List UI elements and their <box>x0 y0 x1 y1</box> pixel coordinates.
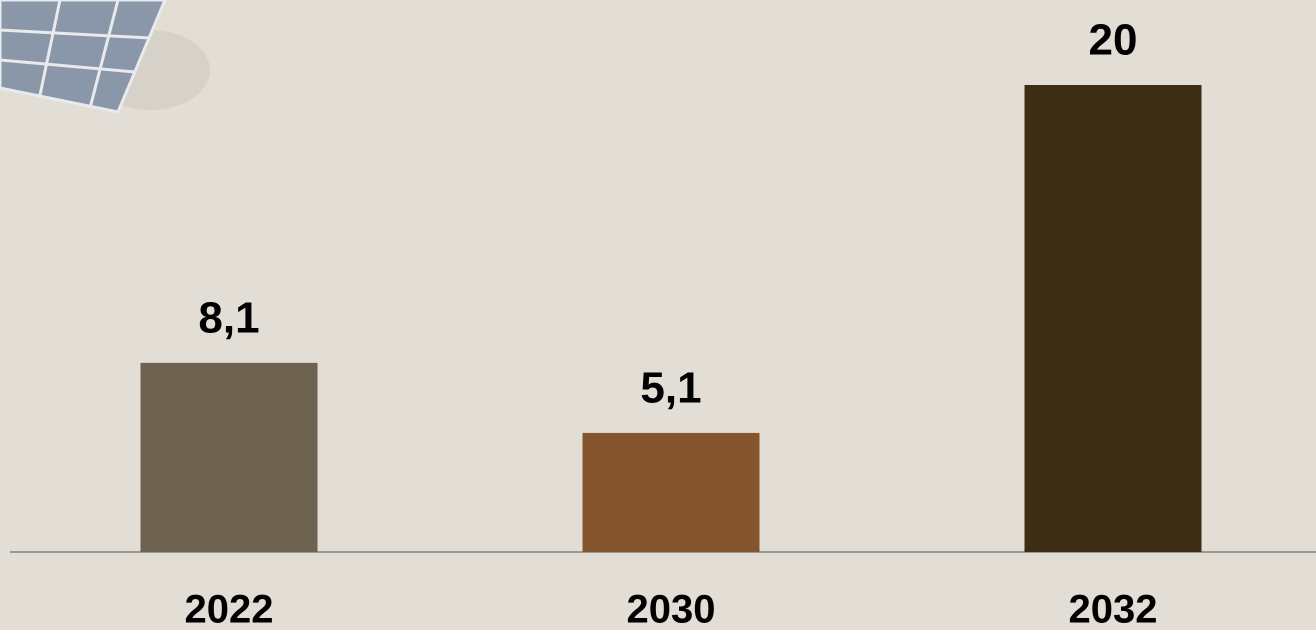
bar <box>1024 85 1202 552</box>
value-label: 8,1 <box>198 293 259 342</box>
x-tick-label: 2032 <box>1069 588 1158 630</box>
value-label: 20 <box>1089 16 1138 65</box>
bar <box>582 432 760 552</box>
bar <box>140 362 318 552</box>
value-label: 5,1 <box>640 364 701 413</box>
x-tick-label: 2022 <box>185 588 274 630</box>
solar-panel-illustration <box>0 0 210 114</box>
x-tick-label: 2030 <box>627 588 716 630</box>
